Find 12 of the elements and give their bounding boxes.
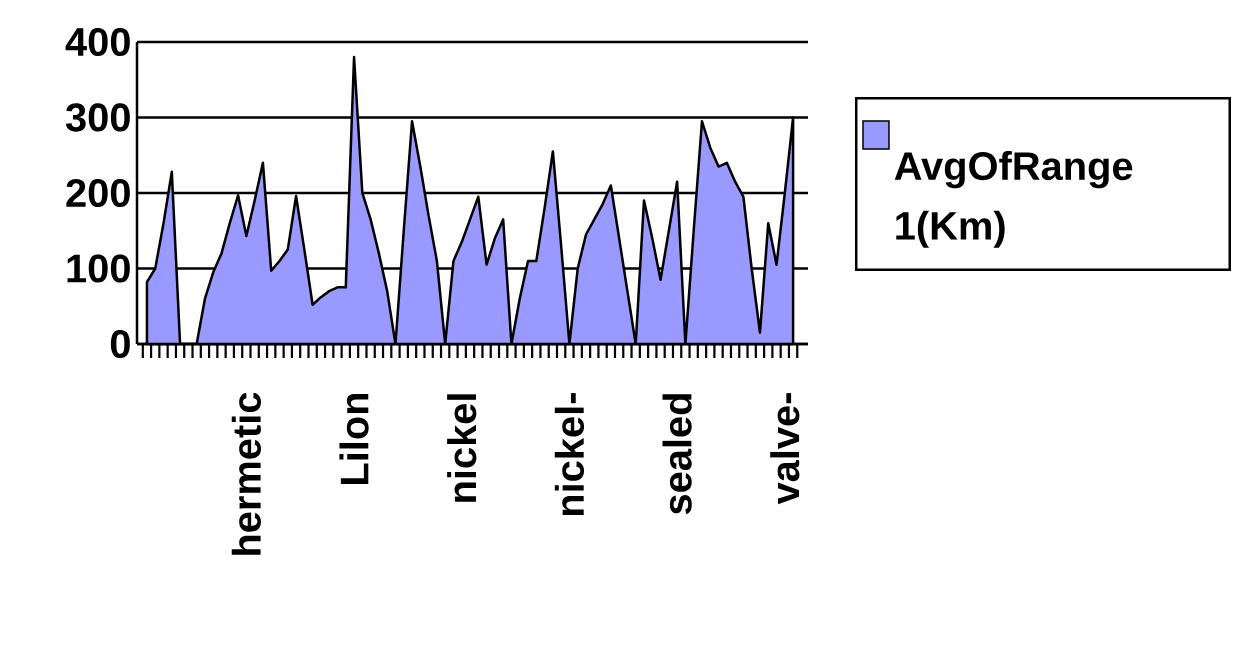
y-tick-label: 0	[110, 329, 130, 359]
y-tick-label: 400	[65, 27, 130, 57]
x-tick-label: nickel-	[554, 393, 585, 516]
x-tick-label: valve-	[770, 393, 800, 505]
y-tick-label: 200	[66, 178, 130, 208]
y-tick-label: 300	[65, 103, 130, 132]
x-tick-label: hermetic	[231, 392, 261, 555]
x-tick-label: sealed	[662, 394, 692, 515]
legend-label: AvgOfRange 1(Km)	[894, 150, 1133, 248]
y-tick-label: 100	[67, 254, 130, 283]
x-tick-label: Lilon	[339, 393, 369, 485]
x-tick-label: nickel	[447, 394, 477, 502]
